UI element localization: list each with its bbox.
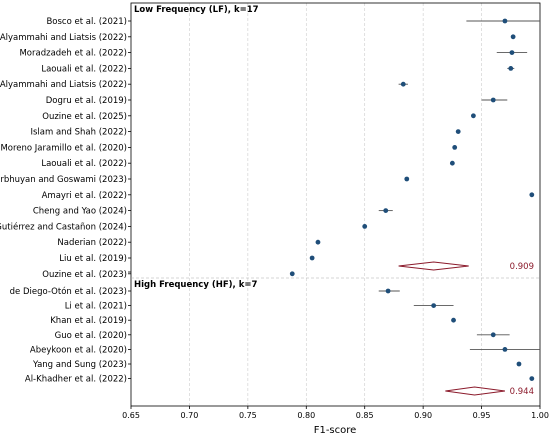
x-axis-label: F1-score <box>314 425 357 436</box>
pooled-diamond <box>398 261 469 271</box>
x-axis-ticks: 0.65 0.70 0.75 0.80 0.85 0.90 0.95 1.00 <box>122 406 549 420</box>
study-label: Amayri et al. (2022) <box>42 191 127 201</box>
study-point <box>509 50 515 55</box>
group-title: Low Frequency (LF), k=17 <box>134 5 259 15</box>
study-point <box>452 145 458 150</box>
study-point <box>529 376 535 381</box>
pooled-value: 0.909 <box>510 262 534 272</box>
study-label: Guo et al. (2020) <box>55 331 127 341</box>
study-label: Al-Khadher et al. (2022) <box>25 375 127 385</box>
study-label: Dogru et al. (2019) <box>46 96 127 106</box>
x-tick-label: 0.95 <box>473 411 491 420</box>
study-point <box>529 192 535 198</box>
pooled-value: 0.944 <box>510 387 534 397</box>
study-point <box>502 18 508 24</box>
x-tick-label: 0.85 <box>356 411 374 420</box>
study-label: Gutiérrez and Castañon (2024) <box>0 221 127 232</box>
study-label: Alyammahi and Liatsis (2022) <box>0 33 127 43</box>
study-point <box>516 361 522 367</box>
study-point <box>502 347 508 352</box>
study-label: de Diego-Otón et al. (2023) <box>10 286 127 297</box>
study-point <box>362 224 368 229</box>
study-label: Alyammahi and Liatsis (2022) <box>0 80 127 90</box>
study-label: Cheng and Yao (2024) <box>33 207 127 217</box>
x-tick-label: 0.90 <box>414 411 432 420</box>
grid-lines <box>189 3 482 406</box>
x-tick-label: 0.75 <box>239 411 257 420</box>
plot-border <box>130 2 541 407</box>
chart-marks: 0.909 0.944 <box>289 18 540 397</box>
x-tick-label: 0.80 <box>297 411 315 420</box>
study-point <box>455 129 461 135</box>
study-point <box>383 208 389 214</box>
x-tick-label: 0.65 <box>122 411 140 420</box>
pooled-diamond <box>445 386 506 396</box>
study-label: Laouali et al. (2022) <box>41 159 127 169</box>
study-label: Barbhuyan and Goswami (2023) <box>0 175 127 185</box>
study-point <box>400 81 406 87</box>
study-label: Laouali et al. (2022) <box>41 64 127 74</box>
study-point <box>508 66 514 71</box>
x-tick-label: 0.70 <box>181 411 199 420</box>
study-point <box>315 239 321 245</box>
study-label: Liu et al. (2019) <box>59 254 127 264</box>
study-point <box>449 160 455 166</box>
study-label: Li et al. (2021) <box>65 302 127 312</box>
study-label: Abeykoon et al. (2020) <box>30 345 127 355</box>
study-label: Islam and Shah (2022) <box>30 128 127 138</box>
x-tick-label: 1.00 <box>531 411 549 420</box>
study-label: Yang and Sung (2023) <box>32 360 127 370</box>
study-point <box>289 271 295 277</box>
study-label: Naderian (2022) <box>57 238 127 248</box>
study-point <box>431 303 437 308</box>
study-label: Moreno Jaramillo et al. (2020) <box>0 143 127 153</box>
study-point <box>385 288 391 294</box>
study-point <box>470 113 476 119</box>
study-point <box>510 34 516 40</box>
study-point <box>490 332 496 338</box>
study-label: Khan et al. (2019) <box>50 316 127 326</box>
study-label: Ouzine et al. (2025) <box>42 112 127 122</box>
study-label: Ouzine et al. (2023) <box>42 270 127 280</box>
study-label: Bosco et al. (2021) <box>46 17 127 27</box>
study-labels: Low Frequency (LF), k=17 Bosco et al. (20… <box>0 5 259 385</box>
study-point <box>404 176 410 182</box>
study-label: Moradzadeh et al. (2022) <box>19 49 127 59</box>
study-point <box>490 97 496 103</box>
study-point <box>309 255 315 261</box>
plot-frame <box>128 2 541 407</box>
group-title: High Frequency (HF), k=7 <box>134 280 257 290</box>
study-point <box>451 317 456 323</box>
